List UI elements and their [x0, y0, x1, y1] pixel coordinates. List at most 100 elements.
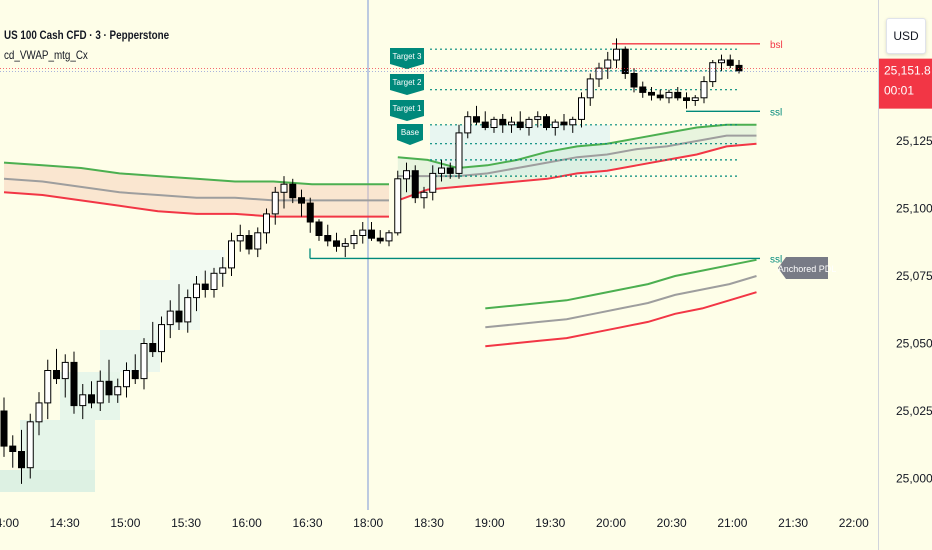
candle-body: [376, 237, 384, 242]
candle-body: [569, 118, 577, 126]
candle-body: [210, 272, 218, 290]
candle-body: [525, 118, 533, 129]
time-tick-label: 16:30: [292, 516, 322, 530]
time-tick-label: 14:30: [50, 516, 80, 530]
target-tag-shape: [397, 124, 423, 145]
candle-body: [61, 361, 69, 380]
candle-body: [674, 91, 682, 99]
candle-body: [411, 170, 419, 199]
time-tick-label: 18:30: [414, 516, 444, 530]
target-tag-shape: [390, 74, 424, 95]
time-tick-label: 21:30: [778, 516, 808, 530]
time-tick-label: 20:30: [657, 516, 687, 530]
liquidity-zone: [0, 470, 95, 492]
candle-body: [420, 191, 428, 199]
target-tag-label: Base: [401, 128, 420, 137]
candle-body: [726, 59, 734, 66]
price-tag-value: 25,151.8: [884, 64, 931, 78]
target-tag: Base: [397, 124, 423, 145]
candle-body: [639, 86, 647, 93]
vwap-band-session2-lower-line: [397, 142, 757, 202]
target-tag-shape: [390, 100, 424, 121]
price-tick-label: 25,050.0: [896, 337, 932, 351]
candle-body: [700, 81, 708, 99]
time-tick-label: 22:00: [839, 516, 869, 530]
candle-body: [79, 394, 87, 407]
candle-body: [289, 183, 297, 199]
candle-body: [184, 297, 192, 323]
candle-body: [149, 343, 157, 353]
candle-body: [70, 361, 78, 407]
candle-body: [350, 235, 358, 245]
candle-body: [368, 229, 375, 239]
candle-body: [53, 370, 60, 380]
candle-body: [0, 410, 8, 447]
candle-body: [473, 116, 480, 123]
candle-body: [263, 213, 270, 234]
price-tick-label: 25,025.0: [896, 404, 932, 418]
candle-body: [499, 118, 507, 126]
candle-body: [604, 59, 612, 69]
candle-body: [560, 121, 568, 126]
time-tick-label: 19:30: [535, 516, 565, 530]
time-tick-label: 18:00: [353, 516, 383, 530]
indicator-name[interactable]: cd_VWAP_mtg_Cx: [4, 48, 88, 62]
symbol-title[interactable]: US 100 Cash CFD · 3 · Pepperstone: [4, 28, 170, 42]
candle-body: [691, 97, 699, 102]
candle-body: [656, 94, 664, 99]
time-tick-label: 14:00: [0, 516, 19, 530]
price-tag-countdown: 00:01: [884, 84, 914, 98]
target-tag-label: Target 3: [393, 52, 422, 61]
candle-body: [438, 167, 445, 174]
candle-body: [508, 121, 515, 126]
target-tag: Target 2: [390, 74, 424, 95]
candle-body: [35, 402, 43, 423]
candle-body: [718, 59, 725, 64]
target-tag: Target 1: [390, 100, 424, 121]
candle-body: [709, 62, 717, 83]
candle-body: [245, 235, 253, 250]
candle-body: [298, 197, 305, 204]
anchored-pdl-tag: [778, 257, 828, 279]
candle-body: [131, 370, 139, 380]
candle-body: [481, 121, 489, 128]
candle-body: [306, 202, 314, 223]
candle-body: [543, 116, 550, 128]
price-tick-label: 25,000.0: [896, 472, 932, 486]
target-tag-label: Target 1: [393, 104, 422, 113]
candle-body: [96, 380, 104, 404]
candle-body: [595, 67, 603, 80]
candle-body: [403, 170, 410, 180]
vwap-band-session2-mid-line: [397, 134, 757, 178]
currency-button[interactable]: USD: [886, 18, 926, 54]
candle-body: [219, 267, 227, 274]
target-tag-shape: [390, 48, 424, 69]
price-tick-label: 25,075.0: [896, 269, 932, 283]
candle-body: [26, 421, 34, 469]
time-tick-label: 21:00: [717, 516, 747, 530]
target-tag: Target 3: [390, 48, 424, 69]
candle-body: [455, 132, 463, 174]
candle-body: [324, 235, 332, 242]
candle-body: [236, 235, 244, 242]
candle-body: [621, 48, 629, 74]
candle-body: [105, 380, 113, 396]
candle-body: [394, 178, 402, 234]
candle-body: [359, 229, 367, 237]
price-tick-label: 25,100.0: [896, 202, 932, 216]
anchored-pdl-band-lower-line: [485, 291, 757, 348]
price-tag-box: [879, 58, 932, 109]
candle-body: [271, 191, 279, 215]
candle-body: [341, 243, 349, 247]
candle-body: [254, 232, 262, 250]
candle-body: [551, 121, 559, 128]
candle-body: [490, 118, 498, 129]
candle-body: [333, 240, 340, 247]
candle-body: [158, 324, 165, 353]
price-tick-label: 25,125.0: [896, 134, 932, 148]
bsl-label: bsl: [770, 40, 783, 51]
candle-body: [735, 64, 743, 72]
